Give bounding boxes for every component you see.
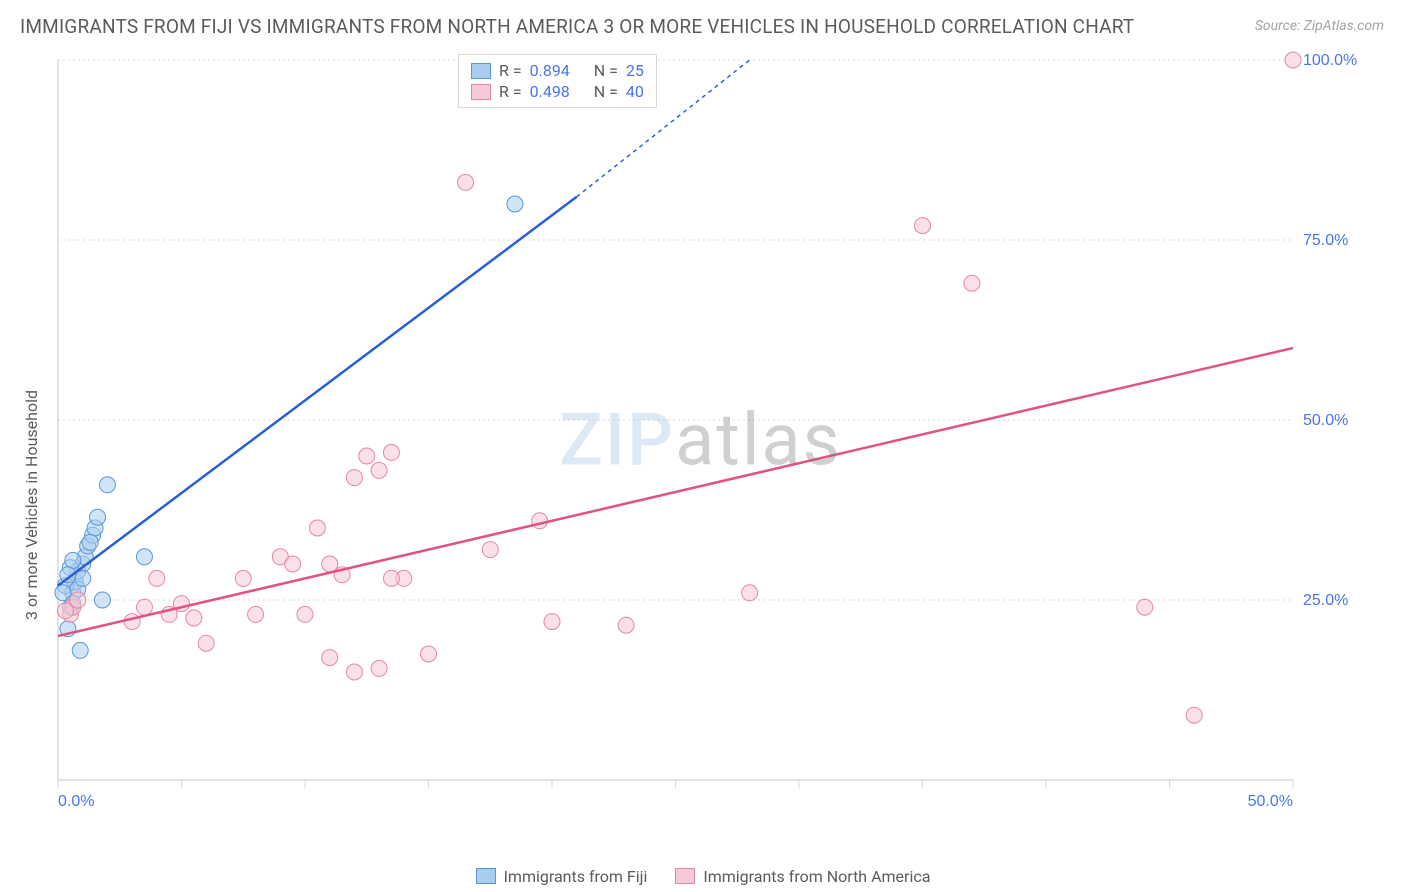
- chart-title: IMMIGRANTS FROM FIJI VS IMMIGRANTS FROM …: [20, 15, 1134, 38]
- stats-n-label: N =: [594, 82, 618, 101]
- stats-row-series-b: R = 0.498 N = 40: [471, 82, 644, 101]
- source-attribution: Source: ZipAtlas.com: [1255, 18, 1384, 34]
- scatter-plot-svg: 25.0%50.0%75.0%100.0%0.0%50.0%: [48, 50, 1353, 830]
- stats-r-label: R =: [499, 61, 522, 80]
- legend-item-b: Immigrants from North America: [675, 867, 930, 886]
- legend-label-a: Immigrants from Fiji: [504, 867, 648, 886]
- legend-swatch-b: [675, 868, 695, 884]
- stats-n-value-a: 25: [626, 61, 644, 80]
- stats-legend-box: R = 0.894 N = 25 R = 0.498 N = 40: [458, 54, 657, 108]
- legend-label-b: Immigrants from North America: [703, 867, 930, 886]
- stats-row-series-a: R = 0.894 N = 25: [471, 61, 644, 80]
- svg-text:25.0%: 25.0%: [1303, 592, 1348, 609]
- swatch-series-a: [471, 63, 491, 79]
- plot-area: 25.0%50.0%75.0%100.0%0.0%50.0% ZIPatlas: [48, 50, 1353, 830]
- stats-r-value-a: 0.894: [530, 61, 570, 80]
- svg-text:0.0%: 0.0%: [58, 793, 94, 810]
- legend-item-a: Immigrants from Fiji: [476, 867, 648, 886]
- y-axis-label: 3 or more Vehicles in Household: [22, 390, 41, 620]
- svg-text:100.0%: 100.0%: [1303, 52, 1357, 69]
- svg-text:50.0%: 50.0%: [1303, 412, 1348, 429]
- bottom-legend: Immigrants from Fiji Immigrants from Nor…: [0, 867, 1406, 889]
- stats-n-value-b: 40: [626, 82, 644, 101]
- stats-n-label: N =: [594, 61, 618, 80]
- chart-container: IMMIGRANTS FROM FIJI VS IMMIGRANTS FROM …: [0, 0, 1406, 892]
- legend-swatch-a: [476, 868, 496, 884]
- svg-text:75.0%: 75.0%: [1303, 232, 1348, 249]
- svg-text:50.0%: 50.0%: [1248, 793, 1293, 810]
- stats-r-value-b: 0.498: [530, 82, 570, 101]
- stats-r-label: R =: [499, 82, 522, 101]
- swatch-series-b: [471, 84, 491, 100]
